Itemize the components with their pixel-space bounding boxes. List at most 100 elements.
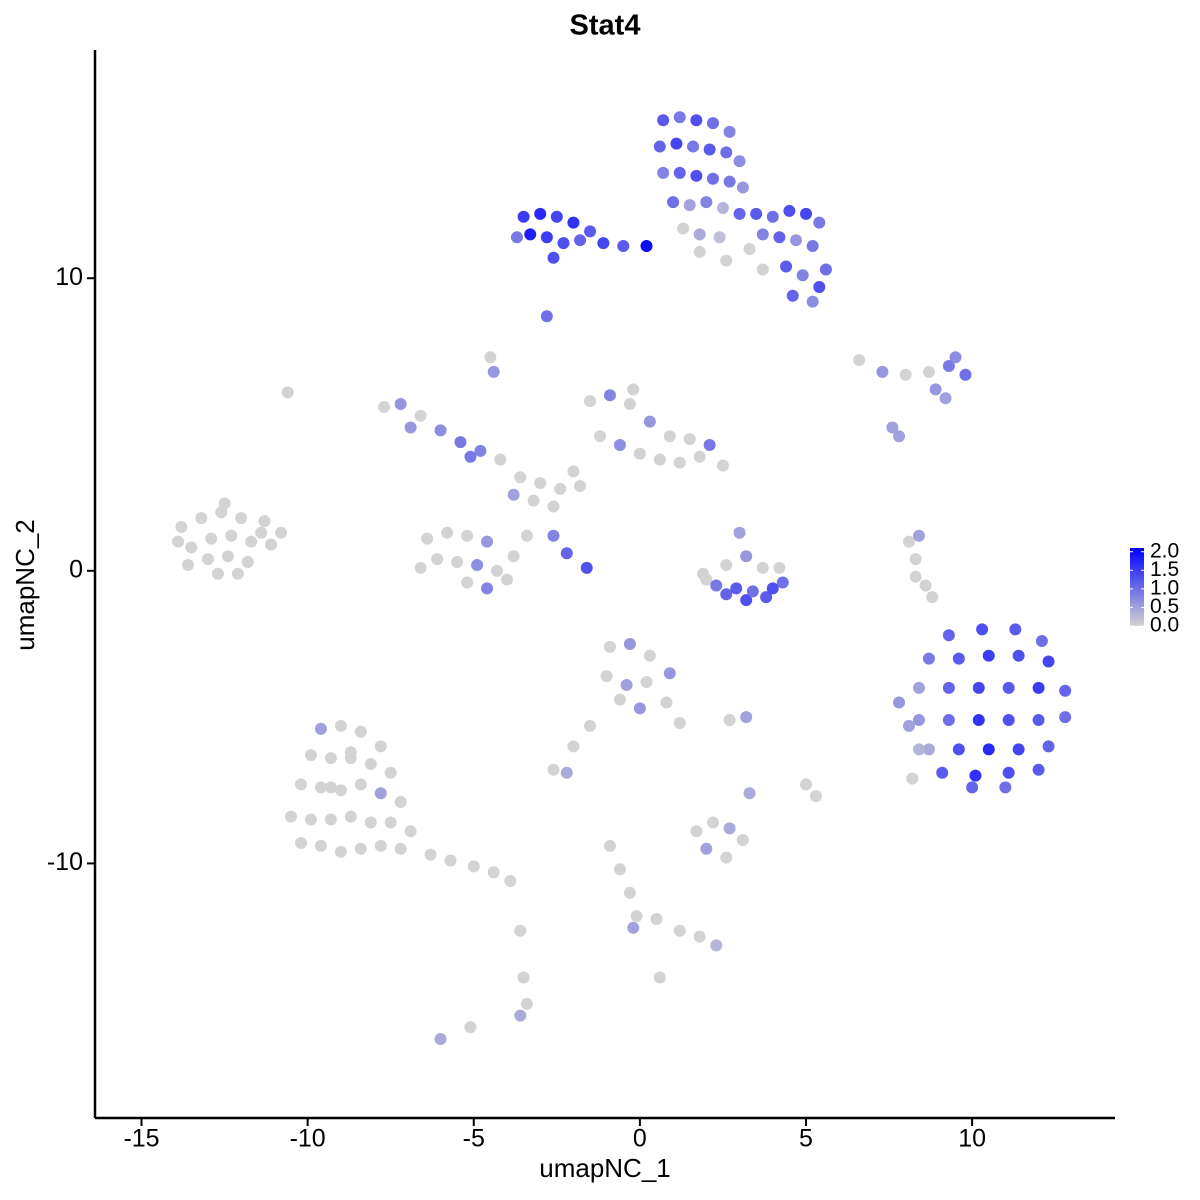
- point: [667, 196, 680, 209]
- point: [454, 436, 467, 449]
- colorbar-label: 0.0: [1150, 614, 1179, 637]
- point: [421, 532, 434, 545]
- point: [334, 719, 347, 732]
- point: [1002, 714, 1015, 727]
- point: [557, 237, 570, 250]
- point: [886, 421, 899, 434]
- x-tick-label: -10: [290, 1125, 326, 1153]
- x-tick-label: 10: [958, 1125, 986, 1153]
- point: [481, 535, 494, 548]
- point: [461, 529, 474, 542]
- point: [766, 582, 779, 595]
- x-tick-label: 5: [799, 1125, 813, 1153]
- colorbar: [1130, 548, 1144, 626]
- point: [693, 228, 706, 241]
- point: [172, 535, 185, 548]
- x-tick-label: -15: [123, 1125, 159, 1153]
- point: [491, 564, 504, 577]
- point: [800, 207, 813, 220]
- point: [281, 386, 294, 399]
- point: [710, 579, 723, 592]
- point: [640, 240, 653, 253]
- point: [461, 576, 474, 589]
- point: [613, 439, 626, 452]
- point: [434, 424, 447, 437]
- point: [693, 930, 706, 943]
- point: [384, 766, 397, 779]
- point: [746, 585, 759, 598]
- point: [786, 289, 799, 302]
- point: [750, 207, 763, 220]
- point: [926, 591, 939, 604]
- point: [344, 810, 357, 823]
- point: [304, 749, 317, 762]
- point: [760, 591, 773, 604]
- y-tick-label: 0: [69, 555, 83, 583]
- point: [942, 360, 955, 373]
- point: [683, 199, 696, 212]
- point: [225, 529, 238, 542]
- point: [893, 430, 906, 443]
- point: [524, 228, 537, 241]
- point: [231, 567, 244, 580]
- point: [673, 716, 686, 729]
- point: [567, 216, 580, 229]
- point: [554, 482, 567, 495]
- point: [903, 719, 916, 732]
- point: [547, 251, 560, 264]
- point: [653, 453, 666, 466]
- point: [972, 681, 985, 694]
- point: [1059, 684, 1072, 697]
- point: [819, 263, 832, 276]
- point: [976, 623, 989, 636]
- point: [756, 561, 769, 574]
- point: [922, 365, 935, 378]
- point: [185, 541, 198, 554]
- point: [653, 971, 666, 984]
- point: [673, 924, 686, 937]
- point: [344, 746, 357, 759]
- point: [673, 166, 686, 179]
- point: [740, 594, 753, 607]
- point: [520, 529, 533, 542]
- point: [720, 588, 733, 601]
- point: [999, 781, 1012, 794]
- point: [550, 210, 563, 223]
- point: [733, 207, 746, 220]
- point: [912, 714, 925, 727]
- point: [650, 913, 663, 926]
- point: [394, 398, 407, 411]
- point: [517, 971, 530, 984]
- point: [514, 1009, 527, 1022]
- point: [404, 825, 417, 838]
- point: [653, 140, 666, 153]
- point: [487, 365, 500, 378]
- point: [706, 172, 719, 185]
- point: [474, 444, 487, 457]
- y-axis-title: umapNC_2: [10, 519, 40, 651]
- point: [627, 921, 640, 934]
- point: [720, 146, 733, 159]
- point: [776, 576, 789, 589]
- point: [354, 725, 367, 738]
- point: [324, 752, 337, 765]
- point: [507, 488, 520, 501]
- point: [414, 409, 427, 422]
- point: [1009, 623, 1022, 636]
- y-tick-label: 10: [55, 263, 83, 291]
- point: [813, 216, 826, 229]
- point: [334, 845, 347, 858]
- point: [942, 681, 955, 694]
- point: [603, 640, 616, 653]
- x-tick-label: 0: [633, 1125, 647, 1153]
- point: [374, 740, 387, 753]
- point: [484, 351, 497, 364]
- point: [720, 851, 733, 864]
- point: [700, 842, 713, 855]
- point: [520, 997, 533, 1010]
- point: [736, 834, 749, 847]
- point: [660, 696, 673, 709]
- point: [547, 763, 560, 776]
- point: [743, 787, 756, 800]
- point: [657, 114, 670, 127]
